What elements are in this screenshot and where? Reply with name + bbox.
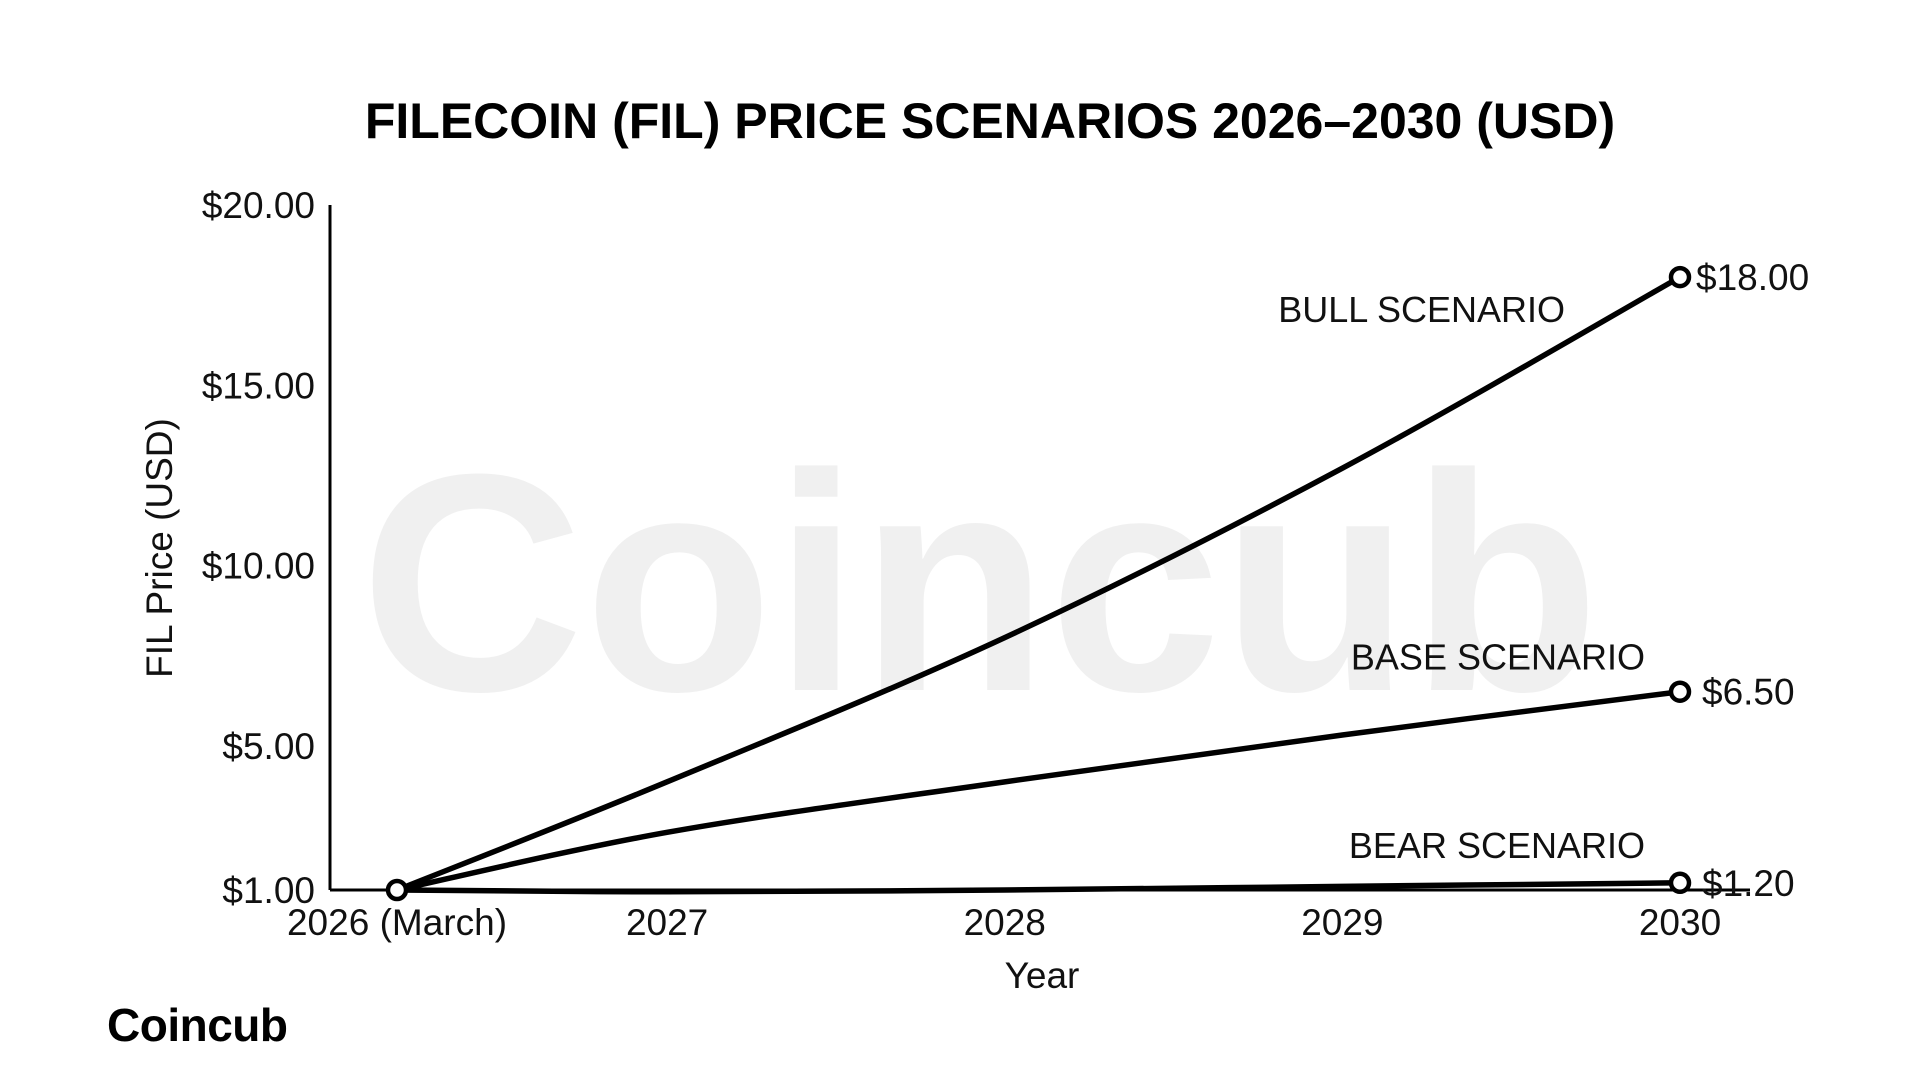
chart-title: FILECOIN (FIL) PRICE SCENARIOS 2026–2030…	[365, 93, 1615, 149]
x-tick-label: 2027	[626, 902, 708, 943]
end-value-label-bear: $1.20	[1702, 863, 1795, 904]
x-axis-title: Year	[1005, 955, 1080, 996]
end-value-label-bull: $18.00	[1696, 257, 1809, 298]
series-line-bear	[394, 880, 1683, 895]
series-base: $6.50 BASE SCENARIO	[394, 637, 1795, 893]
y-tick-labels: $1.00 $5.00 $10.00 $15.00 $20.00	[202, 185, 315, 911]
series-name-label-base: BASE SCENARIO	[1351, 637, 1645, 678]
x-tick-label: 2026 (March)	[287, 902, 507, 943]
end-point-base	[1668, 680, 1692, 703]
x-tick-labels: 2026 (March) 2027 2028 2029 2030	[287, 902, 1721, 943]
end-point-bull	[1668, 265, 1692, 289]
y-tick-label: $1.00	[222, 870, 315, 911]
series-line-base	[394, 688, 1683, 893]
end-point-bear	[1668, 871, 1692, 895]
y-tick-label: $20.00	[202, 185, 315, 226]
x-tick-label: 2028	[964, 902, 1046, 943]
x-tick-label: 2030	[1639, 902, 1721, 943]
end-value-label-base: $6.50	[1702, 672, 1795, 713]
start-point	[385, 878, 409, 902]
y-tick-label: $10.00	[202, 546, 315, 587]
y-axis-title: FIL Price (USD)	[139, 418, 180, 678]
series-name-label-bear: BEAR SCENARIO	[1349, 825, 1645, 866]
watermark: Coincub	[360, 409, 1600, 756]
series-line-bull	[394, 274, 1683, 893]
brand-logo: Coincub	[107, 999, 288, 1051]
y-tick-label: $15.00	[202, 365, 315, 406]
series-bear: $1.20 BEAR SCENARIO	[394, 825, 1795, 904]
series-name-label-bull: BULL SCENARIO	[1278, 289, 1565, 330]
series-layer: $18.00 BULL SCENARIO $6.50 BASE SCENARIO $1.…	[385, 257, 1809, 904]
series-bull: $18.00 BULL SCENARIO	[394, 257, 1809, 893]
y-tick-label: $5.00	[222, 726, 315, 767]
x-tick-label: 2029	[1301, 902, 1383, 943]
